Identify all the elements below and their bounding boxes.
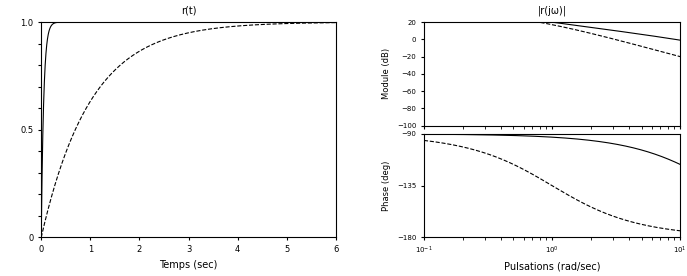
Y-axis label: Module (dB): Module (dB) [383, 48, 392, 99]
Title: r(t): r(t) [181, 6, 196, 16]
Title: |r(jω)|: |r(jω)| [537, 6, 567, 16]
X-axis label: Pulsations (rad/sec): Pulsations (rad/sec) [504, 262, 600, 272]
X-axis label: Temps (sec): Temps (sec) [159, 259, 218, 270]
Y-axis label: Phase (deg): Phase (deg) [383, 160, 392, 211]
